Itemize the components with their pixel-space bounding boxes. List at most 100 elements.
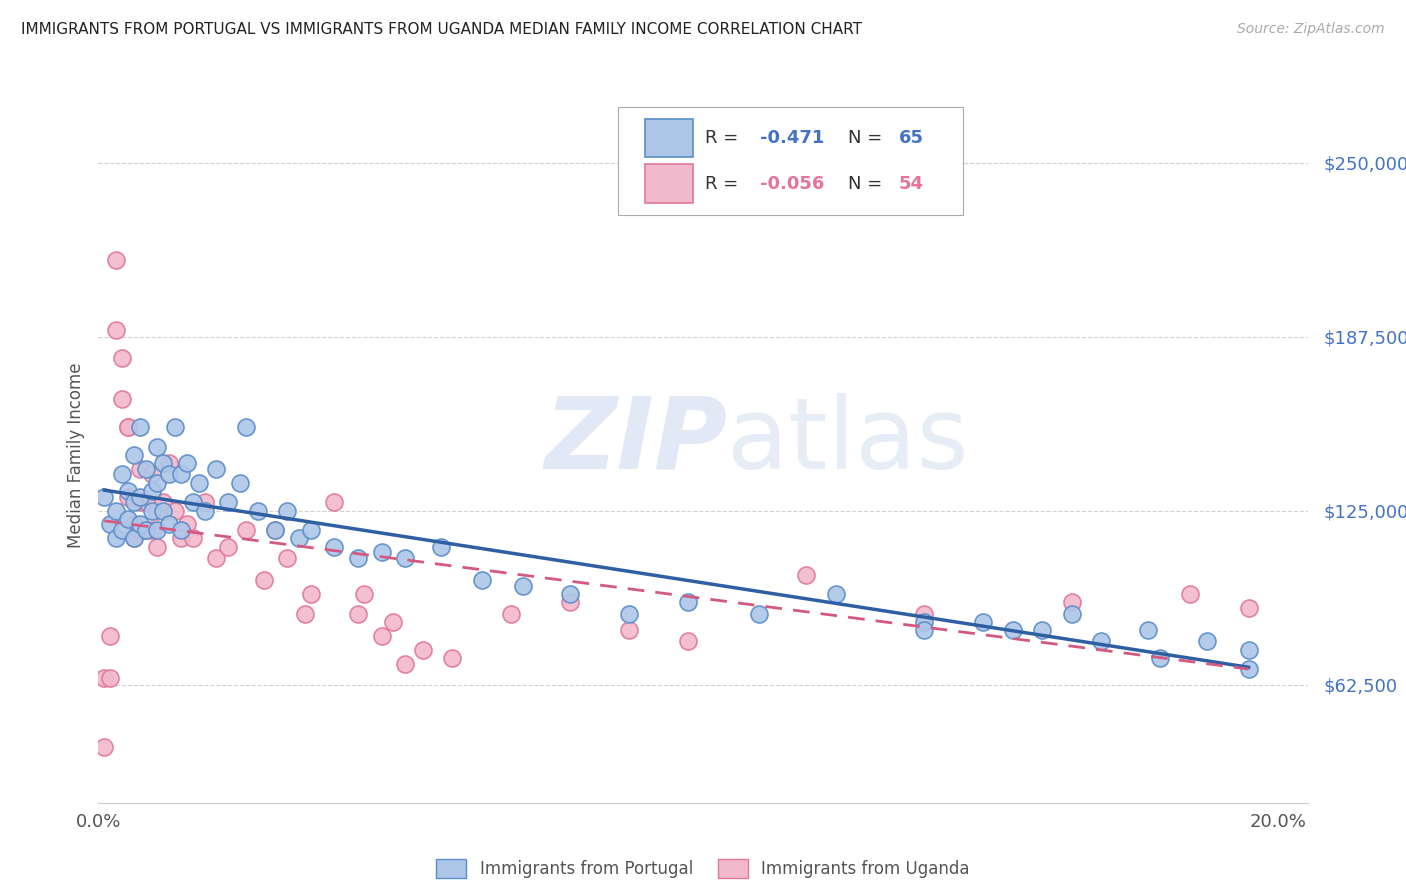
Point: [111, 467, 134, 482]
Point: [246, 503, 269, 517]
Point: [1237, 662, 1260, 676]
Point: [111, 392, 134, 407]
Point: [117, 490, 139, 504]
Point: [128, 517, 150, 532]
Point: [205, 462, 228, 476]
Point: [619, 607, 641, 621]
Point: [370, 545, 392, 559]
Point: [972, 615, 994, 629]
Point: [1197, 634, 1219, 648]
Point: [276, 550, 298, 565]
Text: 54: 54: [898, 175, 924, 193]
Point: [157, 467, 180, 482]
Point: [294, 607, 316, 621]
Point: [912, 615, 935, 629]
Bar: [645, 120, 693, 158]
Text: R =: R =: [706, 175, 744, 193]
Point: [229, 475, 252, 490]
Point: [122, 517, 145, 532]
Point: [105, 532, 128, 546]
Point: [235, 420, 257, 434]
Point: [122, 495, 145, 509]
Point: [512, 579, 534, 593]
Point: [105, 503, 128, 517]
Point: [912, 624, 935, 638]
Point: [146, 475, 169, 490]
Point: [394, 550, 416, 565]
Point: [299, 523, 322, 537]
Point: [323, 495, 346, 509]
Point: [128, 523, 150, 537]
Text: -0.471: -0.471: [759, 129, 824, 147]
Point: [187, 475, 209, 490]
Point: [678, 634, 700, 648]
Point: [1149, 651, 1171, 665]
Point: [152, 503, 174, 517]
Legend: Immigrants from Portugal, Immigrants from Uganda: Immigrants from Portugal, Immigrants fro…: [430, 853, 976, 885]
Point: [1137, 624, 1160, 638]
Text: IMMIGRANTS FROM PORTUGAL VS IMMIGRANTS FROM UGANDA MEDIAN FAMILY INCOME CORRELAT: IMMIGRANTS FROM PORTUGAL VS IMMIGRANTS F…: [21, 22, 862, 37]
Point: [678, 595, 700, 609]
Point: [117, 420, 139, 434]
Text: atlas: atlas: [727, 392, 969, 490]
Point: [93, 671, 115, 685]
Point: [170, 523, 193, 537]
Point: [141, 503, 163, 517]
Point: [122, 532, 145, 546]
Point: [1060, 595, 1083, 609]
Point: [347, 550, 370, 565]
Point: [135, 523, 157, 537]
Point: [181, 495, 204, 509]
Point: [471, 573, 494, 587]
Point: [146, 540, 169, 554]
Point: [135, 495, 157, 509]
Text: -0.056: -0.056: [759, 175, 824, 193]
Point: [382, 615, 405, 629]
Point: [146, 440, 169, 454]
Point: [117, 484, 139, 499]
Point: [157, 456, 180, 470]
Point: [194, 495, 217, 509]
Point: [412, 642, 434, 657]
Point: [235, 523, 257, 537]
FancyBboxPatch shape: [619, 107, 963, 215]
Point: [264, 523, 287, 537]
Point: [170, 467, 193, 482]
Point: [93, 490, 115, 504]
Point: [181, 532, 204, 546]
Point: [152, 495, 174, 509]
Point: [98, 671, 121, 685]
Point: [165, 420, 187, 434]
Point: [824, 587, 846, 601]
Point: [146, 503, 169, 517]
Point: [117, 512, 139, 526]
Text: 65: 65: [898, 129, 924, 147]
Point: [276, 503, 298, 517]
Point: [1237, 642, 1260, 657]
Point: [122, 532, 145, 546]
Point: [1001, 624, 1024, 638]
Point: [560, 595, 582, 609]
Point: [141, 467, 163, 482]
Point: [347, 607, 370, 621]
Point: [141, 484, 163, 499]
Point: [157, 517, 180, 532]
Point: [135, 523, 157, 537]
Point: [560, 587, 582, 601]
Point: [1060, 607, 1083, 621]
Text: N =: N =: [848, 175, 889, 193]
Point: [128, 420, 150, 434]
Point: [165, 503, 187, 517]
Point: [394, 657, 416, 671]
Point: [98, 517, 121, 532]
Point: [299, 587, 322, 601]
Point: [98, 629, 121, 643]
Point: [146, 523, 169, 537]
Point: [217, 495, 239, 509]
Point: [1237, 601, 1260, 615]
Point: [205, 550, 228, 565]
Point: [152, 456, 174, 470]
Point: [141, 523, 163, 537]
Point: [128, 495, 150, 509]
Point: [128, 490, 150, 504]
